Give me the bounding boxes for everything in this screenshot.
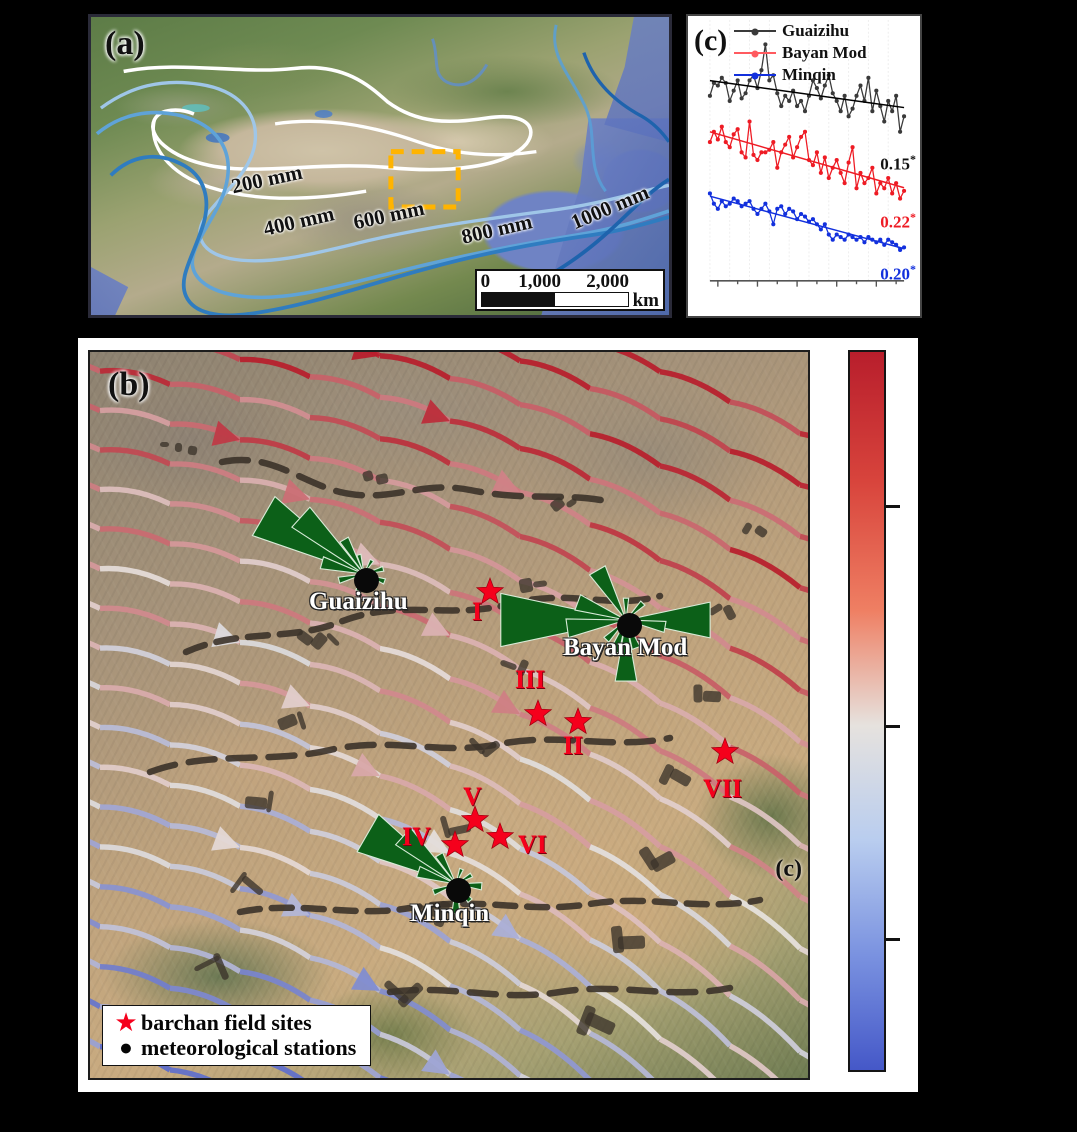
- star-icon: ★: [114, 1007, 138, 1037]
- trend-sig-guaizihu: *: [910, 152, 916, 166]
- trend-value-minqin: 0.20: [880, 264, 910, 284]
- panel-c-tag: (c): [694, 24, 728, 57]
- chart-legend: Guaizihu Bayan Mod Minqin: [734, 20, 867, 86]
- legend-item-guaizihu: Guaizihu: [734, 20, 867, 42]
- station-label-minqin: Minqin: [410, 900, 490, 927]
- site-label-VI: VI: [518, 830, 547, 859]
- trend-annotation-guaizihu: 0.15*: [880, 152, 916, 175]
- legend-label-minqin: Minqin: [782, 65, 836, 84]
- panel-b-study-area-map: (b) Guaizihu Bayan Mod Minqin I II III I…: [88, 350, 810, 1080]
- panel-b-tag: (b): [108, 366, 150, 403]
- legend-text-met-stations: meteorological stations: [141, 1034, 357, 1060]
- circle-icon: ●: [119, 1035, 133, 1060]
- panel-a-tag: (a): [105, 25, 145, 62]
- wind-speed-colorbar: [848, 350, 886, 1072]
- trend-value-guaizihu: 0.15: [880, 154, 910, 174]
- site-label-V: V: [463, 782, 482, 811]
- panel-b-container: (b) Guaizihu Bayan Mod Minqin I II III I…: [78, 338, 918, 1092]
- panel-b-inset-tag-c: (c): [775, 856, 802, 882]
- legend-swatch-bayan-mod: [734, 52, 776, 54]
- study-area-box: [388, 149, 461, 210]
- legend-item-barchan-sites: ★ barchan field sites: [111, 1007, 356, 1037]
- scalebar-bar: [480, 292, 629, 307]
- trend-sig-minqin: *: [910, 262, 916, 276]
- legend-swatch-guaizihu: [734, 30, 776, 32]
- scalebar: 0 1,000 2,000 km: [474, 269, 665, 311]
- legend-item-bayan-mod: Bayan Mod: [734, 42, 867, 64]
- station-label-bayan-mod: Bayan Mod: [563, 634, 688, 661]
- streamlines-and-markers: [90, 352, 808, 1078]
- trend-sig-bayan-mod: *: [910, 210, 916, 224]
- site-label-I: I: [472, 597, 483, 626]
- scalebar-tick-2000: 2,000: [586, 271, 629, 292]
- station-label-guaizihu: Guaizihu: [309, 588, 408, 615]
- legend-text-barchan-sites: barchan field sites: [141, 1009, 312, 1035]
- panel-a-regional-map: (a) 200 mm 400 mm 600 mm 800 mm 1000 mm …: [88, 14, 672, 318]
- station-dot-guaizihu: [354, 568, 379, 593]
- panel-c-timeseries-chart: (c) Guaizihu Bayan Mod Minqin 0.15* 0.22…: [686, 14, 922, 318]
- trend-value-bayan-mod: 0.22: [880, 212, 910, 232]
- scalebar-unit: km: [632, 290, 659, 311]
- station-dot-minqin: [446, 878, 471, 903]
- trend-annotation-minqin: 0.20*: [880, 262, 916, 285]
- legend-item-met-stations: ● meteorological stations: [111, 1035, 356, 1060]
- scalebar-tick-1000: 1,000: [518, 271, 561, 292]
- colorbar-ticks: [886, 350, 900, 1072]
- site-label-II: II: [563, 731, 584, 760]
- map-legend: ★ barchan field sites ● meteorological s…: [102, 1005, 372, 1066]
- legend-label-guaizihu: Guaizihu: [782, 21, 850, 40]
- scalebar-tick-0: 0: [480, 271, 491, 292]
- trend-annotation-bayan-mod: 0.22*: [880, 210, 916, 233]
- legend-swatch-minqin: [734, 74, 776, 76]
- station-dot-bayan-mod: [617, 613, 642, 638]
- site-label-VII: VII: [703, 774, 743, 803]
- legend-item-minqin: Minqin: [734, 64, 867, 86]
- site-label-IV: IV: [402, 822, 431, 851]
- site-label-III: III: [515, 665, 546, 694]
- chart-plot-area: [707, 19, 907, 287]
- legend-label-bayan-mod: Bayan Mod: [782, 43, 867, 62]
